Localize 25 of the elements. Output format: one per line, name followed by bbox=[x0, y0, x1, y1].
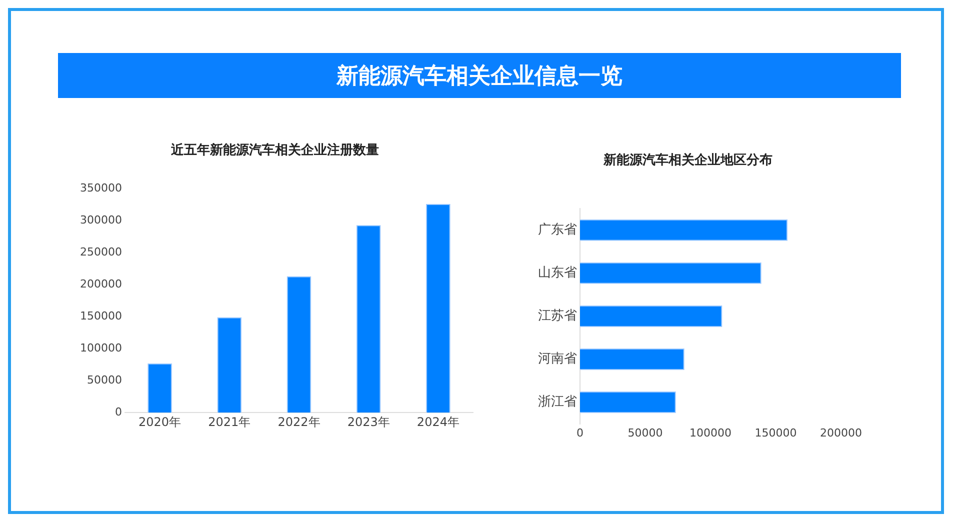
x-tick-label: 200000 bbox=[820, 426, 862, 440]
chart-title: 近五年新能源汽车相关企业注册数量 bbox=[170, 142, 379, 158]
y-tick-label: 300000 bbox=[80, 213, 122, 226]
y-tick-label: 浙江省 bbox=[538, 394, 577, 410]
y-tick-label: 250000 bbox=[80, 245, 122, 258]
y-tick-label: 50000 bbox=[86, 373, 122, 386]
y-tick-label: 100000 bbox=[80, 341, 122, 354]
x-tick-label: 100000 bbox=[690, 426, 732, 440]
x-tick-label: 50000 bbox=[628, 426, 663, 440]
y-tick-label: 350000 bbox=[80, 181, 122, 194]
text: 新能源汽车相关企业信息一览 bbox=[336, 62, 622, 90]
x-tick-label: 2021年 bbox=[208, 414, 251, 429]
x-tick-label: 2022年 bbox=[278, 414, 320, 429]
y-tick-label: 广东省 bbox=[538, 222, 577, 238]
y-tick-label: 山东省 bbox=[538, 266, 577, 281]
y-tick-label: 0 bbox=[114, 405, 122, 418]
chart-title: 新能源汽车相关企业地区分布 bbox=[602, 152, 772, 168]
x-tick-label: 2020年 bbox=[138, 414, 182, 429]
x-tick-label: 2024年 bbox=[416, 414, 460, 429]
y-tick-label: 200000 bbox=[80, 277, 122, 290]
x-tick-label: 2023年 bbox=[347, 414, 390, 429]
x-tick-label: 150000 bbox=[754, 426, 797, 440]
y-tick-label: 江苏省 bbox=[538, 308, 577, 324]
y-tick-label: 河南省 bbox=[538, 352, 577, 367]
y-tick-label: 150000 bbox=[80, 309, 122, 322]
